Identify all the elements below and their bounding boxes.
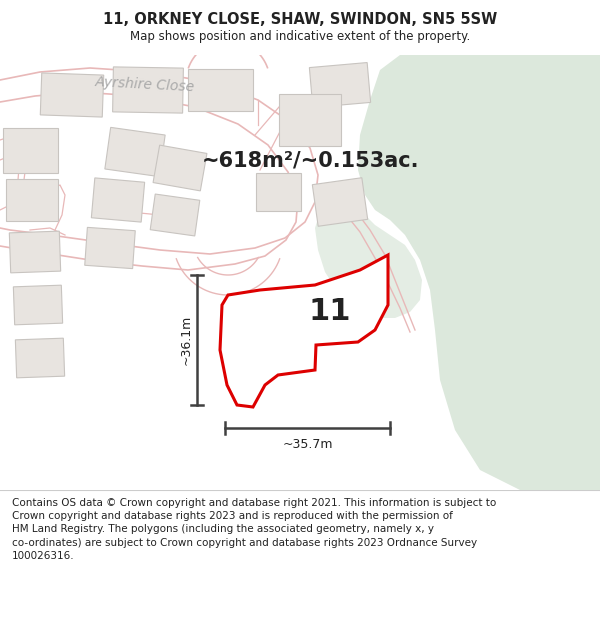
Polygon shape xyxy=(150,194,200,236)
Text: ~618m²/~0.153ac.: ~618m²/~0.153ac. xyxy=(201,150,419,170)
Polygon shape xyxy=(6,179,58,221)
Polygon shape xyxy=(16,338,65,378)
Polygon shape xyxy=(105,127,165,177)
Polygon shape xyxy=(2,127,58,172)
Polygon shape xyxy=(315,195,422,318)
Polygon shape xyxy=(313,177,368,226)
Polygon shape xyxy=(256,173,301,211)
Polygon shape xyxy=(358,55,600,490)
Text: Contains OS data © Crown copyright and database right 2021. This information is : Contains OS data © Crown copyright and d… xyxy=(12,498,496,561)
Polygon shape xyxy=(91,178,145,222)
Polygon shape xyxy=(279,94,341,146)
Polygon shape xyxy=(153,145,207,191)
Text: 11: 11 xyxy=(309,298,351,326)
Polygon shape xyxy=(40,73,104,117)
Polygon shape xyxy=(10,231,61,273)
Polygon shape xyxy=(310,62,371,107)
Text: Map shows position and indicative extent of the property.: Map shows position and indicative extent… xyxy=(130,30,470,43)
Polygon shape xyxy=(113,67,184,113)
Text: Ayrshire Close: Ayrshire Close xyxy=(95,76,195,94)
Text: 11, ORKNEY CLOSE, SHAW, SWINDON, SN5 5SW: 11, ORKNEY CLOSE, SHAW, SWINDON, SN5 5SW xyxy=(103,12,497,27)
Polygon shape xyxy=(85,228,135,269)
Polygon shape xyxy=(187,69,253,111)
Polygon shape xyxy=(13,285,62,325)
Polygon shape xyxy=(220,255,388,407)
Text: ~36.1m: ~36.1m xyxy=(180,315,193,365)
Text: ~35.7m: ~35.7m xyxy=(282,438,333,451)
